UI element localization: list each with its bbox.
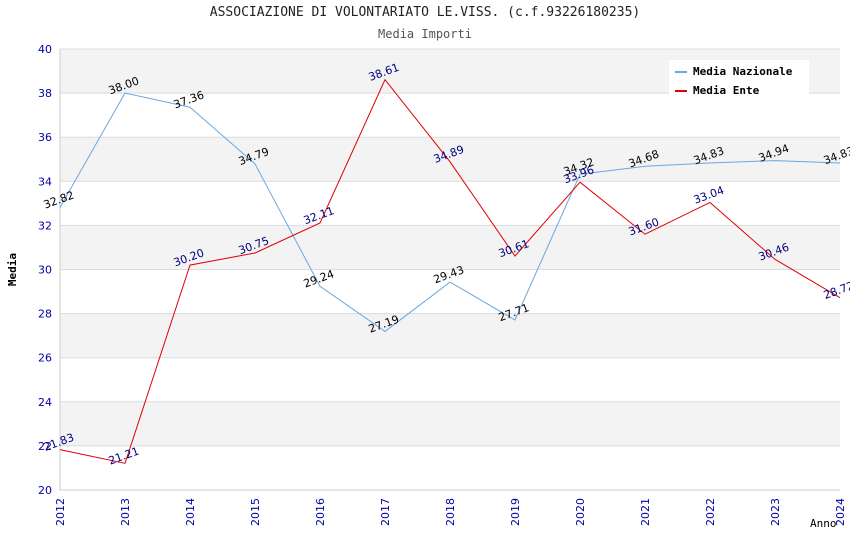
y-tick-label: 24	[38, 396, 52, 409]
y-tick-labels: 20 22 24 26 28 30 32 34 36 38 40	[38, 43, 52, 497]
x-tick-labels: 2012 2013 2014 2015 2016 2017 2018 2019 2020 2021…	[54, 498, 847, 526]
legend-item-2: Media Ente	[675, 84, 759, 98]
background-bands	[60, 49, 840, 490]
x-tick-label: 2024	[834, 498, 847, 526]
y-tick-label: 40	[38, 43, 52, 56]
legend-swatch	[675, 90, 687, 92]
y-axis-label: Media	[6, 252, 20, 287]
legend-swatch	[675, 71, 687, 73]
y-tick-label: 34	[38, 175, 52, 188]
legend: Media Nazionale Media Ente	[669, 60, 809, 100]
chart-title: ASSOCIAZIONE DI VOLONTARIATO LE.VISS. (c…	[209, 5, 641, 20]
background-band	[60, 445, 840, 490]
x-tick-label: 2017	[379, 498, 392, 526]
y-tick-label: 20	[38, 484, 52, 497]
axes	[59, 49, 840, 491]
x-tick-label: 2019	[509, 498, 522, 526]
x-tick-label: 2018	[444, 498, 457, 526]
series-line-2	[59, 78, 841, 464]
background-band	[60, 357, 840, 402]
y-tick-label: 28	[38, 308, 52, 321]
x-tick-label: 2020	[574, 498, 587, 526]
background-band	[60, 225, 840, 270]
x-tick-label: 2023	[769, 498, 782, 526]
background-band	[60, 269, 840, 314]
x-tick-label: 2016	[314, 498, 327, 526]
background-band	[60, 401, 840, 446]
background-band	[60, 181, 840, 226]
y-tick-label: 36	[38, 131, 52, 144]
x-tick-label: 2012	[54, 498, 67, 526]
background-band	[60, 93, 840, 138]
x-tick-label: 2014	[184, 498, 197, 526]
legend-label: Media Ente	[693, 84, 760, 97]
series-lines	[59, 78, 841, 464]
x-tick-label: 2013	[119, 498, 132, 526]
y-tick-label: 26	[38, 352, 52, 365]
background-band	[60, 137, 840, 182]
background-band	[60, 313, 840, 358]
x-axis-label: Anno	[810, 517, 837, 530]
x-tick-label: 2021	[639, 498, 652, 526]
series-line-1	[59, 92, 841, 333]
y-tick-label: 38	[38, 87, 52, 100]
chart-subtitle: Media Importi	[378, 27, 472, 41]
y-tick-label: 32	[38, 219, 52, 232]
x-tick-label: 2015	[249, 498, 262, 526]
legend-label: Media Nazionale	[693, 65, 793, 78]
x-tick-label: 2022	[704, 498, 717, 526]
y-tick-label: 30	[38, 264, 52, 277]
y-tick-label: 22	[38, 440, 52, 453]
legend-item-1: Media Nazionale	[675, 65, 792, 79]
